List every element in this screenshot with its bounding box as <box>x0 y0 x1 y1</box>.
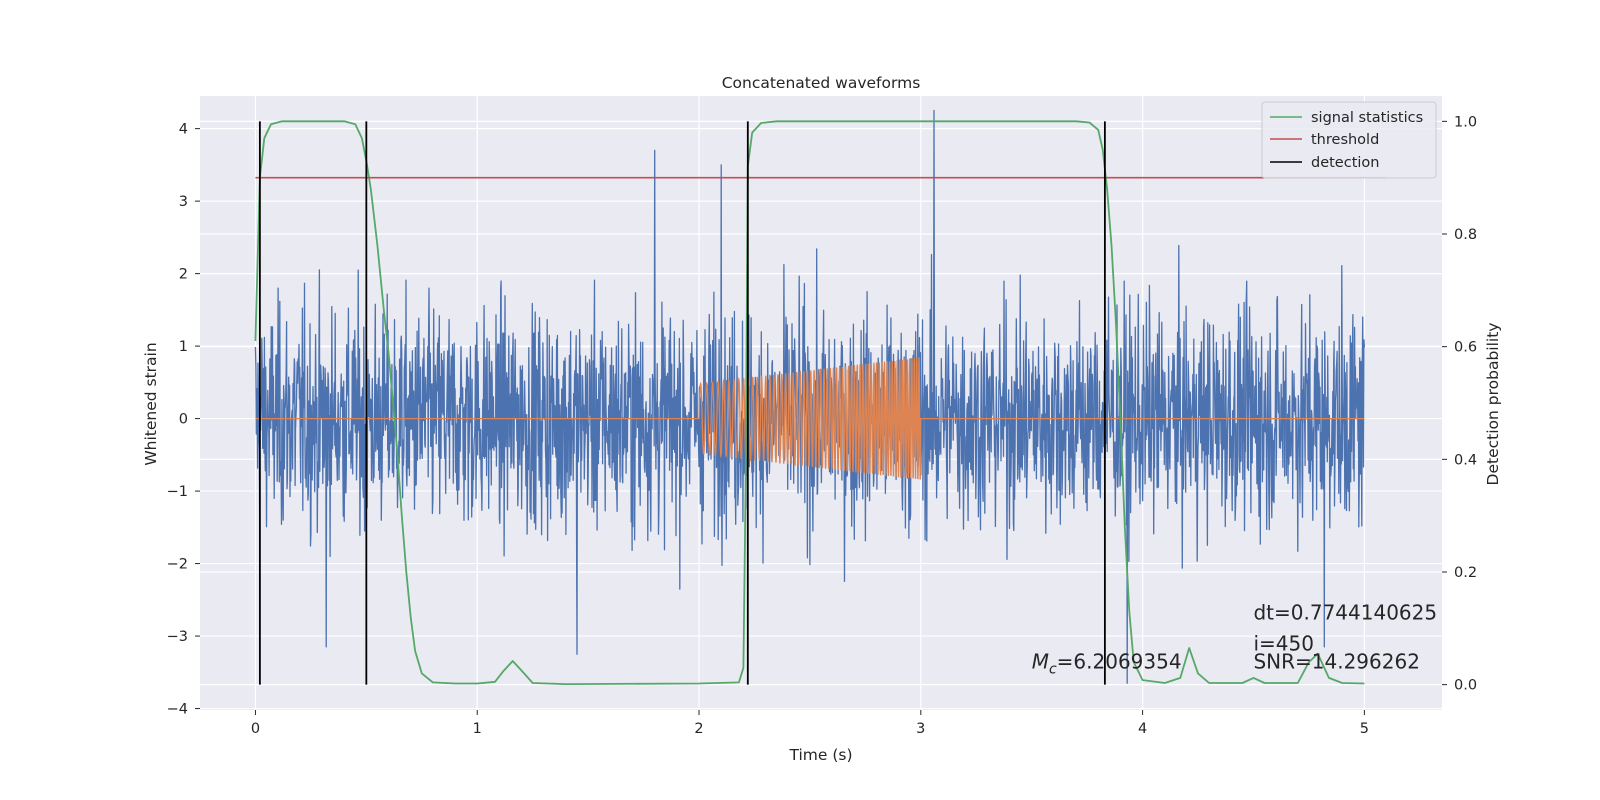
chart-title: Concatenated waveforms <box>722 74 921 92</box>
y2-tick-label: 0.0 <box>1454 678 1477 694</box>
strain-line <box>254 109 1366 684</box>
template-line <box>255 357 1365 480</box>
y2-tick-label: 0.8 <box>1454 227 1477 243</box>
y2-tick-label: 0.2 <box>1454 565 1477 581</box>
template-series <box>255 357 1365 480</box>
signal-statistics-line <box>254 120 1365 685</box>
x-tick-label: 3 <box>916 721 925 737</box>
legend: signal statistics threshold detection <box>1261 101 1437 179</box>
y2-tick-label: 1.0 <box>1454 114 1477 130</box>
annotation-snr: SNR=14.296262 <box>1253 650 1419 674</box>
legend-label-detection: detection <box>1311 155 1379 171</box>
y-tick-label: −4 <box>167 702 188 718</box>
y-tick-label: 0 <box>179 412 188 428</box>
annotation-dt: dt=0.7744140625 <box>1253 600 1437 624</box>
strain-series <box>254 109 1366 684</box>
legend-box <box>1261 101 1437 179</box>
x-tick-label: 0 <box>251 721 260 737</box>
x-axis-label: Time (s) <box>788 746 852 764</box>
ticks: 0 1 2 3 4 5 −4 −3 −2 −1 0 1 2 3 4 0.0 0.2 0.4 0.6 0.8 1.0 <box>167 114 1477 737</box>
y-tick-label: 4 <box>179 122 188 138</box>
legend-label-threshold: threshold <box>1311 132 1379 148</box>
y2-tick-label: 0.4 <box>1454 452 1477 468</box>
statistics-series <box>254 120 1365 685</box>
y2-axis-label: Detection probability <box>1484 323 1502 486</box>
y-tick-label: 2 <box>179 267 188 283</box>
y-tick-label: −2 <box>167 557 188 573</box>
y-tick-label: 1 <box>179 339 188 355</box>
y2-tick-label: 0.6 <box>1454 340 1477 356</box>
y-tick-label: 3 <box>179 194 188 210</box>
x-tick-label: 4 <box>1138 721 1147 737</box>
x-tick-label: 1 <box>473 721 482 737</box>
x-tick-label: 5 <box>1360 721 1369 737</box>
annotation-index: i=450 <box>1253 632 1314 656</box>
annotation-chirp-mass: Mc=6.2069354 <box>1032 650 1182 678</box>
detection-series <box>258 121 1106 685</box>
y-axis-label: Whitened strain <box>142 342 160 465</box>
y-tick-label: −1 <box>167 484 188 500</box>
x-tick-label: 2 <box>694 721 703 737</box>
y-tick-label: −3 <box>167 629 188 645</box>
legend-label-signal-statistics: signal statistics <box>1311 110 1423 126</box>
